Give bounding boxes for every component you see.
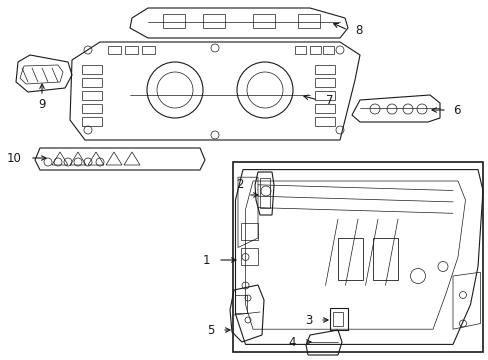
Text: 3: 3 xyxy=(305,314,312,327)
Bar xyxy=(163,14,184,28)
Bar xyxy=(314,65,334,74)
Bar xyxy=(82,104,102,113)
Bar xyxy=(314,104,334,113)
Text: 1: 1 xyxy=(202,253,209,266)
Bar xyxy=(203,14,224,28)
Bar xyxy=(372,238,397,280)
Bar xyxy=(232,162,482,352)
Bar xyxy=(240,223,258,240)
Bar xyxy=(323,46,333,54)
Bar xyxy=(252,14,274,28)
Text: 2: 2 xyxy=(236,179,243,192)
Bar xyxy=(314,91,334,100)
Bar xyxy=(82,91,102,100)
Bar xyxy=(329,308,347,330)
Text: 7: 7 xyxy=(325,94,333,107)
Bar xyxy=(108,46,121,54)
Text: 8: 8 xyxy=(354,23,362,36)
Text: 5: 5 xyxy=(206,324,214,337)
Bar xyxy=(82,78,102,87)
Text: 4: 4 xyxy=(288,336,295,348)
Bar xyxy=(337,238,362,280)
Text: 6: 6 xyxy=(452,104,460,117)
Bar xyxy=(260,178,269,208)
Bar xyxy=(240,248,258,265)
Bar xyxy=(309,46,320,54)
Bar xyxy=(82,117,102,126)
Text: 10: 10 xyxy=(7,152,22,165)
Bar xyxy=(297,14,319,28)
Bar xyxy=(294,46,305,54)
Text: 9: 9 xyxy=(38,98,46,111)
Bar xyxy=(314,78,334,87)
Bar xyxy=(82,65,102,74)
Bar xyxy=(142,46,155,54)
Bar xyxy=(125,46,138,54)
Bar xyxy=(314,117,334,126)
Bar xyxy=(332,312,342,326)
Bar xyxy=(235,295,246,313)
